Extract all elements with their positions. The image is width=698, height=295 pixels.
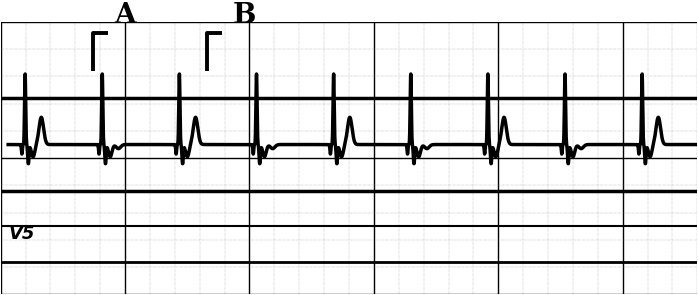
Text: V5: V5 xyxy=(8,225,34,243)
Text: A: A xyxy=(114,2,136,29)
Text: B: B xyxy=(233,2,256,29)
